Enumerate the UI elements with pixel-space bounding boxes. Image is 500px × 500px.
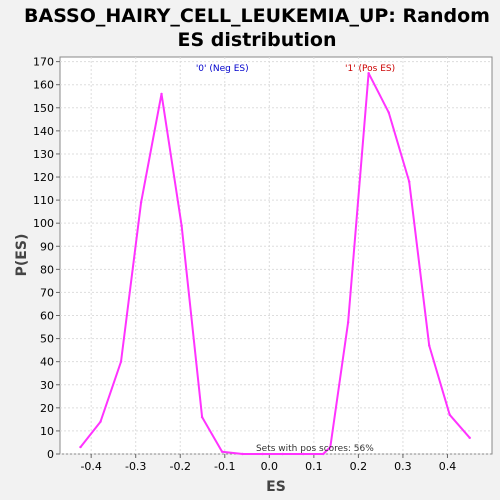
chart-annotation: Sets with pos scores: 56% [256,444,374,454]
chart-title-line-1: BASSO_HAIRY_CELL_LEUKEMIA_UP: Random [24,5,490,27]
chart-annotation: '0' (Neg ES) [196,64,249,74]
y-tick-label: 140 [33,125,54,138]
x-tick-label: -0.4 [80,460,101,473]
annotations: '0' (Neg ES) '1' (Pos ES) Sets with pos sc… [196,64,395,454]
x-tick-label: -0.2 [170,460,191,473]
x-tick-label: -0.3 [125,460,146,473]
data-point [139,201,143,204]
x-tick-label: 0.2 [350,460,368,473]
data-point [119,360,123,363]
y-tick-label: 120 [33,171,54,184]
data-point [346,321,350,324]
y-tick-label: 70 [40,286,54,299]
y-tick-label: 40 [40,356,54,369]
y-tick-label: 10 [40,425,54,438]
data-point [200,415,204,419]
y-tick-label: 80 [40,263,54,276]
y-tick-label: 90 [40,240,54,253]
y-tick-label: 150 [33,102,54,115]
x-tick-label: 0.4 [439,460,457,473]
y-tick-label: 50 [40,333,54,346]
x-tick-label: 0.1 [305,460,323,473]
data-point [180,224,183,227]
data-point [220,450,224,453]
y-tick-label: 110 [33,194,54,207]
chart-annotation: '1' (Pos ES) [345,64,395,74]
y-tick-label: 0 [47,448,54,461]
x-tick-label: 0.0 [261,460,279,473]
y-tick-label: 100 [33,217,54,230]
data-point [261,452,264,456]
data-point [448,413,451,416]
data-point [387,111,390,114]
data-point [367,71,370,75]
y-tick-label: 20 [40,402,54,415]
x-tick-label: -0.1 [214,460,235,473]
data-point [241,452,244,456]
y-tick-label: 60 [40,310,54,323]
data-point [281,452,284,456]
y-tick-label: 170 [33,56,54,69]
data-point [99,420,102,423]
axis-ticks: -0.4 -0.3 -0.2 -0.1 0.0 0.1 0.2 0.3 0.4 0 10 20 30 40… [33,56,456,473]
y-axis-label: P(ES) [14,234,30,277]
y-tick-label: 160 [33,79,54,92]
x-tick-label: 0.3 [394,460,412,473]
data-point [329,445,332,449]
y-tick-label: 30 [40,379,54,392]
x-axis-label: ES [266,479,286,495]
data-point [468,436,471,440]
data-point [407,180,411,183]
data-point [322,452,325,456]
data-point [428,344,431,347]
data-point [160,92,163,96]
y-tick-label: 130 [33,148,54,161]
data-point [301,452,305,456]
plot-area [59,56,493,455]
data-point [79,445,82,449]
chart-title-line-2: ES distribution [178,29,337,51]
series-layer [79,71,471,456]
